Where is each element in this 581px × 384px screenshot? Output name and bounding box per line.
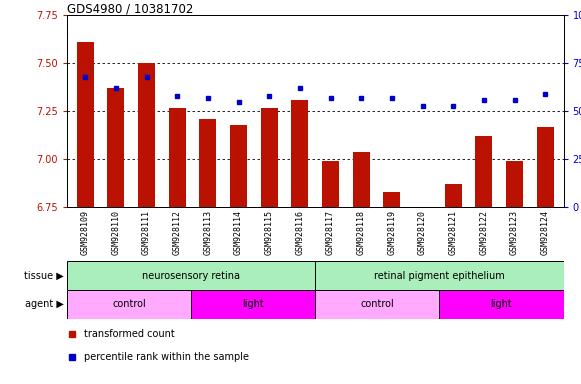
Bar [353, 152, 370, 207]
Bar [439, 290, 564, 319]
Text: percentile rank within the sample: percentile rank within the sample [84, 352, 249, 362]
Text: GSM928120: GSM928120 [418, 210, 427, 255]
Bar [537, 127, 554, 207]
Text: GSM928114: GSM928114 [234, 210, 243, 255]
Text: neurosensory retina: neurosensory retina [142, 270, 240, 281]
Text: GSM928118: GSM928118 [357, 210, 365, 255]
Bar [475, 136, 492, 207]
Text: GSM928109: GSM928109 [81, 210, 89, 255]
Bar [199, 119, 216, 207]
Text: control: control [360, 299, 394, 310]
Text: tissue ▶: tissue ▶ [24, 270, 64, 281]
Bar [67, 290, 191, 319]
Bar [506, 161, 523, 207]
Bar [444, 184, 462, 207]
Bar [383, 192, 400, 207]
Bar [261, 108, 278, 207]
Bar [315, 261, 564, 290]
Text: GSM928116: GSM928116 [295, 210, 304, 255]
Bar [191, 290, 315, 319]
Bar [315, 290, 439, 319]
Text: GSM928122: GSM928122 [479, 210, 489, 255]
Text: GSM928123: GSM928123 [510, 210, 519, 255]
Text: light: light [242, 299, 264, 310]
Text: retinal pigment epithelium: retinal pigment epithelium [374, 270, 505, 281]
Bar [414, 207, 431, 209]
Text: GSM928112: GSM928112 [173, 210, 182, 255]
Bar [77, 42, 94, 207]
Text: GSM928117: GSM928117 [326, 210, 335, 255]
Text: GSM928111: GSM928111 [142, 210, 151, 255]
Text: light: light [490, 299, 512, 310]
Text: GSM928124: GSM928124 [541, 210, 550, 255]
Text: transformed count: transformed count [84, 329, 175, 339]
Bar [138, 63, 155, 207]
Text: GSM928121: GSM928121 [449, 210, 458, 255]
Bar [322, 161, 339, 207]
Text: GDS4980 / 10381702: GDS4980 / 10381702 [67, 2, 193, 15]
Bar [292, 100, 309, 207]
Text: GSM928110: GSM928110 [112, 210, 120, 255]
Bar [168, 108, 186, 207]
Bar [107, 88, 124, 207]
Bar [230, 125, 247, 207]
Text: GSM928119: GSM928119 [388, 210, 396, 255]
Text: agent ▶: agent ▶ [25, 299, 64, 310]
Bar [67, 261, 315, 290]
Text: control: control [112, 299, 146, 310]
Text: GSM928113: GSM928113 [203, 210, 213, 255]
Text: GSM928115: GSM928115 [265, 210, 274, 255]
